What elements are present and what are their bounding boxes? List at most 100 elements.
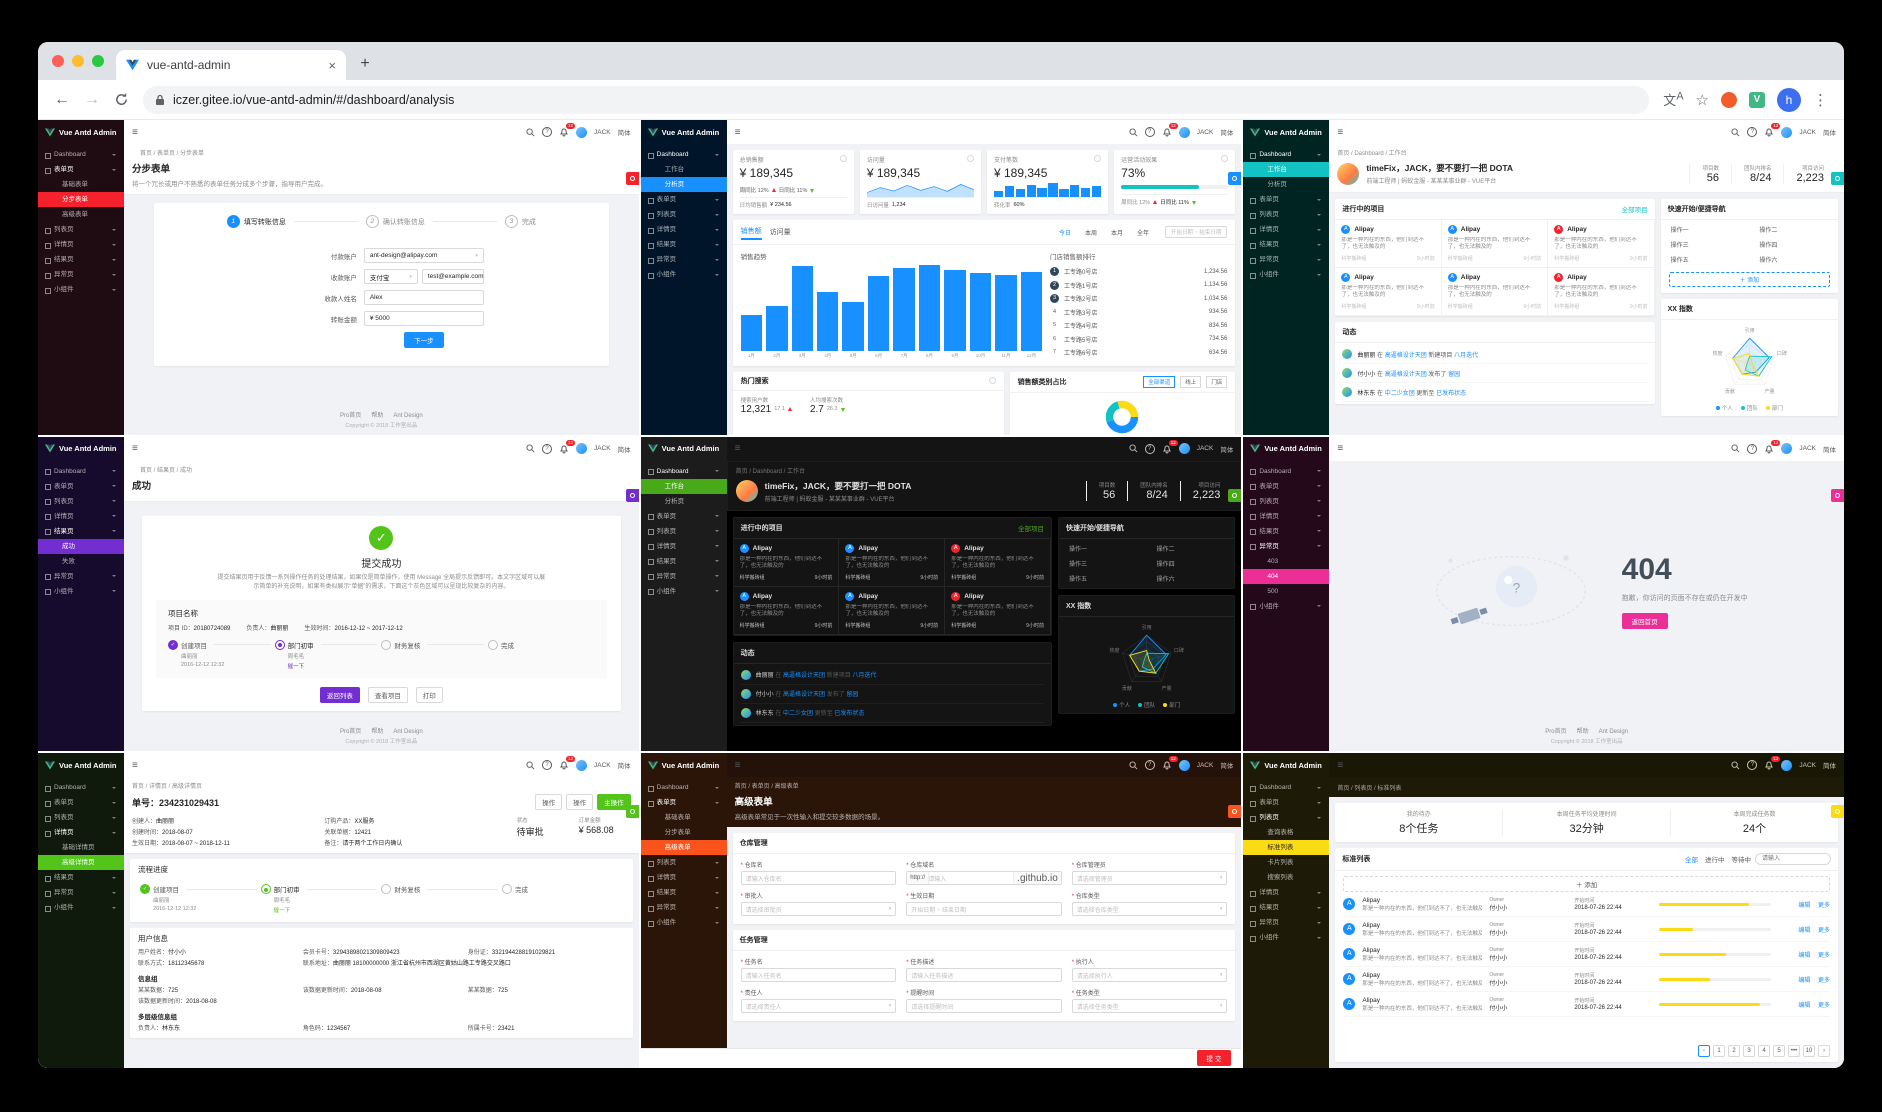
sidebar-item[interactable]: 403: [1267, 557, 1279, 565]
sidebar-item[interactable]: 卡片列表: [1267, 859, 1294, 867]
sidebar-item[interactable]: 成功: [38, 538, 124, 554]
help-icon[interactable]: ?: [1747, 443, 1758, 454]
user-avatar[interactable]: [1781, 126, 1793, 138]
sidebar-item[interactable]: 小组件: [641, 584, 727, 599]
sidebar-item[interactable]: 分步表单: [38, 192, 124, 207]
theme-settings-button[interactable]: [1831, 488, 1844, 502]
more-link[interactable]: 更多: [1817, 1002, 1830, 1009]
sidebar-item[interactable]: 表单页: [38, 162, 124, 177]
project-card[interactable]: A Alipay 那是一种内在的东西，他们到达不了，也无法触及的 科学搬砖组 9小时前: [1548, 220, 1655, 268]
screenshot-advanced-form[interactable]: Vue Antd Admin ≡? 12 JACK 简体 Dashboard 表单页 基础表…: [640, 753, 1242, 1068]
sidebar-item[interactable]: 高级详情页: [38, 855, 124, 871]
theme-settings-button[interactable]: [1228, 488, 1242, 502]
username[interactable]: JACK: [1799, 128, 1816, 136]
page-button[interactable]: 3: [1743, 1044, 1755, 1057]
username[interactable]: JACK: [1799, 445, 1816, 453]
username[interactable]: JACK: [1196, 445, 1214, 453]
notification-icon[interactable]: 12: [1162, 439, 1178, 454]
amount-input[interactable]: ¥ 5000: [363, 311, 484, 326]
footer-link[interactable]: 帮助: [1576, 729, 1589, 736]
ratio-tab-store[interactable]: 门店: [1206, 375, 1228, 388]
project-card[interactable]: A Alipay 那是一种内在的东西，他们到达不了，也无法触及的 科学搬砖组 9小时前: [733, 586, 840, 635]
language-switch[interactable]: 简体: [1823, 130, 1836, 137]
sidebar-item[interactable]: 结果页: [38, 524, 124, 539]
sidebar-item[interactable]: 表单页: [641, 795, 727, 810]
username[interactable]: JACK: [594, 761, 611, 769]
sidebar-item[interactable]: 表单页: [641, 192, 727, 207]
collapse-icon[interactable]: ≡: [132, 126, 138, 138]
sidebar-item[interactable]: 分析页: [640, 177, 727, 192]
ratio-tab-online[interactable]: 线上: [1180, 375, 1202, 388]
edit-link[interactable]: 编辑: [1798, 927, 1811, 934]
username[interactable]: JACK: [1196, 128, 1214, 136]
quick-op-link[interactable]: 操作三: [1670, 243, 1689, 249]
sidebar-item[interactable]: 列表页: [38, 810, 124, 825]
sidebar-item[interactable]: 详情页: [1243, 509, 1329, 524]
search-icon[interactable]: [526, 444, 535, 453]
extension-icon-vue[interactable]: V: [1749, 91, 1765, 108]
theme-settings-button[interactable]: [625, 805, 639, 819]
sidebar-item[interactable]: 基础详情页: [62, 844, 95, 852]
notification-icon[interactable]: 12: [559, 439, 576, 454]
project-card[interactable]: A Alipay 那是一种内在的东西，他们到达不了，也无法触及的 科学搬砖组 9小时前: [945, 586, 1051, 635]
sidebar-item[interactable]: 异常页: [641, 569, 727, 584]
close-tab-icon[interactable]: ×: [328, 57, 336, 73]
footer-link[interactable]: Pro首页: [339, 729, 362, 736]
screenshot-step-form[interactable]: Vue Antd Admin ≡? 12 JACK 简体 Dashboard 表单页 基础表…: [38, 120, 639, 435]
sidebar-item[interactable]: 详情页: [641, 870, 727, 885]
collapse-icon[interactable]: ≡: [734, 443, 741, 455]
sidebar-item[interactable]: 小组件: [38, 584, 124, 599]
sidebar-item[interactable]: 详情页: [38, 237, 124, 252]
date-range-picker[interactable]: 开始日期 ~ 结束日期: [1165, 226, 1228, 238]
sidebar-item[interactable]: 搜索列表: [1267, 874, 1294, 882]
user-avatar[interactable]: [576, 126, 588, 138]
help-icon[interactable]: ?: [1747, 127, 1758, 137]
language-switch[interactable]: 简体: [1220, 763, 1234, 771]
theme-settings-button[interactable]: [1831, 805, 1844, 819]
sidebar-item[interactable]: 详情页: [38, 509, 124, 524]
list-tab-waiting[interactable]: 等待中: [1731, 857, 1752, 865]
sidebar-item[interactable]: 分步表单: [664, 829, 691, 837]
browser-tab[interactable]: vue-antd-admin ×: [116, 50, 346, 80]
sidebar-item[interactable]: 查询表格: [1267, 829, 1294, 837]
sidebar-item[interactable]: 高级表单: [62, 211, 88, 218]
collapse-icon[interactable]: ≡: [1337, 443, 1344, 455]
sidebar-item[interactable]: 小组件: [38, 282, 124, 297]
minimize-window-button[interactable]: [72, 55, 84, 67]
all-projects-link[interactable]: 全部项目: [1017, 525, 1044, 533]
sidebar-item[interactable]: 表单页: [1243, 479, 1329, 494]
sidebar-item[interactable]: 小组件: [1243, 599, 1329, 614]
quick-op-link[interactable]: 操作四: [1156, 561, 1175, 568]
more-link[interactable]: 更多: [1817, 977, 1830, 984]
screenshot-advanced-detail[interactable]: Vue Antd Admin ≡? 12 JACK 简体 Dashboard 表单页 列表页…: [38, 753, 639, 1068]
footer-link[interactable]: Pro首页: [1545, 729, 1567, 736]
sidebar-item[interactable]: 标准列表: [1243, 840, 1330, 856]
project-card[interactable]: A Alipay 那是一种内在的东西，他们到达不了，也无法触及的 科学搬砖组 9小时前: [1335, 220, 1442, 268]
footer-link[interactable]: Ant Design: [1598, 729, 1629, 736]
more-link[interactable]: 更多: [1817, 902, 1830, 909]
sidebar-item[interactable]: 结果页: [641, 885, 727, 900]
collapse-icon[interactable]: ≡: [132, 759, 138, 771]
sidebar-item[interactable]: 表单页: [1243, 795, 1329, 810]
page-button[interactable]: ‹: [1698, 1044, 1710, 1057]
sidebar-item[interactable]: 小组件: [1243, 930, 1329, 945]
theme-settings-button[interactable]: [625, 488, 639, 502]
payee-type-select[interactable]: 支付宝 ▾: [363, 269, 418, 284]
menu-kebab-icon[interactable]: ⋮: [1813, 91, 1828, 109]
quick-op-link[interactable]: 操作六: [1759, 258, 1778, 264]
collapse-icon[interactable]: ≡: [1337, 759, 1344, 771]
user-avatar[interactable]: [1178, 126, 1190, 138]
username[interactable]: JACK: [1196, 761, 1214, 769]
help-icon[interactable]: ?: [542, 443, 553, 454]
sidebar-item[interactable]: 列表页: [38, 494, 124, 509]
quick-op-link[interactable]: 操作五: [1068, 576, 1087, 583]
language-switch[interactable]: 简体: [617, 130, 631, 137]
notification-icon[interactable]: 12: [1764, 439, 1781, 454]
project-card[interactable]: A Alipay 那是一种内在的东西，他们到达不了，也无法触及的 科学搬砖组 9小时前: [839, 586, 946, 635]
